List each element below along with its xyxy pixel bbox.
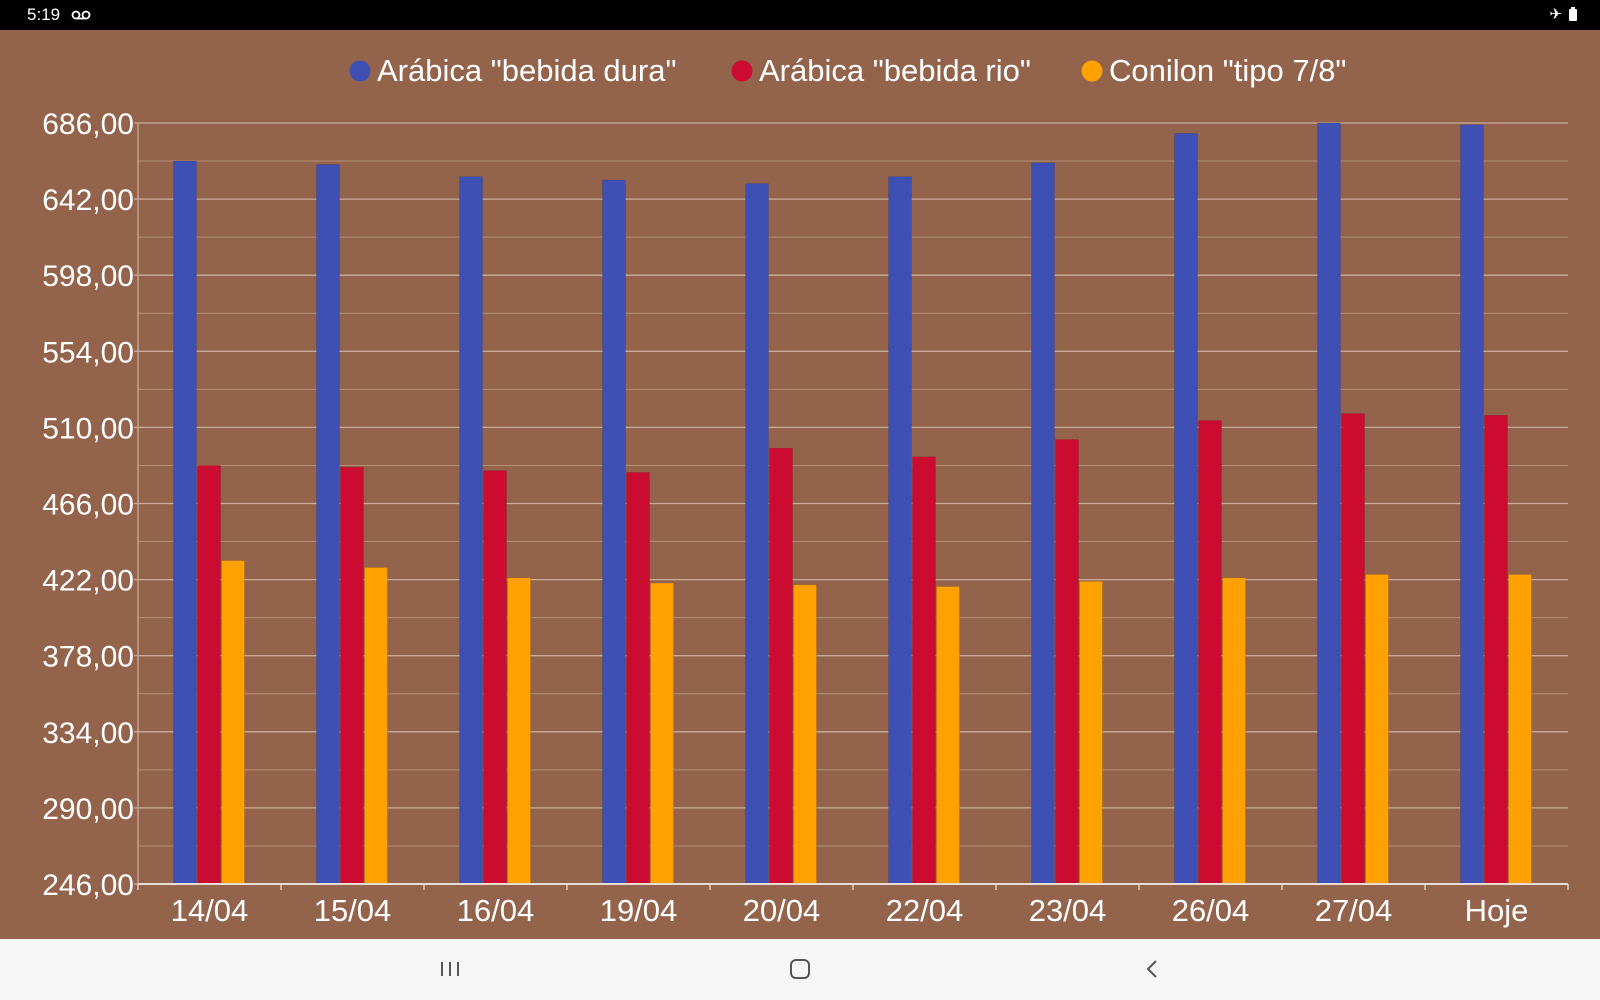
legend-marker xyxy=(731,60,753,82)
bar xyxy=(912,456,936,885)
bar xyxy=(364,567,388,885)
chart-bars xyxy=(173,122,1532,885)
y-tick-label: 642,00 xyxy=(42,184,134,217)
bar xyxy=(1484,414,1508,885)
x-tick-label: 14/04 xyxy=(171,893,249,928)
bar xyxy=(1508,574,1532,885)
recents-icon xyxy=(441,962,459,976)
x-tick-label: Hoje xyxy=(1465,893,1529,928)
airplane-icon: ✈ xyxy=(1549,6,1562,23)
y-axis: 246,00 290,00 334,00 378,00 422,00 466,00 510,… xyxy=(42,108,139,902)
recents-button[interactable] xyxy=(410,939,490,1000)
status-time: 5:19 xyxy=(27,5,61,24)
legend-label: Arábica "bebida rio" xyxy=(759,53,1031,88)
bar xyxy=(793,584,817,885)
x-tick-label: 22/04 xyxy=(886,893,964,928)
legend-item: Arábica "bebida dura" xyxy=(349,53,676,88)
y-tick-label: 378,00 xyxy=(42,641,134,674)
bar xyxy=(745,183,769,885)
x-tick-label: 23/04 xyxy=(1029,893,1107,928)
x-tick-label: 20/04 xyxy=(743,893,821,928)
bar xyxy=(626,472,650,885)
y-tick-label: 554,00 xyxy=(42,336,134,369)
legend-marker xyxy=(1081,60,1103,82)
bar xyxy=(1055,439,1079,885)
legend-item: Conilon "tipo 7/8" xyxy=(1081,53,1346,88)
bar xyxy=(1222,577,1246,885)
bar xyxy=(1198,420,1222,885)
bar xyxy=(1317,122,1341,885)
legend-label: Arábica "bebida dura" xyxy=(377,53,676,88)
bar xyxy=(483,470,507,885)
x-tick-label: 19/04 xyxy=(600,893,678,928)
y-tick-label: 290,00 xyxy=(42,793,134,826)
chart-legend: Arábica "bebida dura" Arábica "bebida rio… xyxy=(349,53,1346,88)
back-icon xyxy=(1146,960,1157,978)
back-button[interactable] xyxy=(1112,939,1192,1000)
voicemail-icon xyxy=(71,10,91,20)
y-tick-label: 686,00 xyxy=(42,108,134,141)
legend-marker xyxy=(349,60,371,82)
bar xyxy=(1460,124,1484,885)
bar xyxy=(1079,581,1103,885)
bar xyxy=(1174,133,1198,885)
bar xyxy=(650,582,674,885)
chart-area: Arábica "bebida dura" Arábica "bebida rio… xyxy=(0,30,1600,939)
status-bar: 5:19 ✈ xyxy=(0,0,1600,30)
y-tick-label: 466,00 xyxy=(42,489,134,522)
bar-chart: Arábica "bebida dura" Arábica "bebida rio… xyxy=(42,53,1569,928)
bar xyxy=(602,179,626,885)
home-button[interactable] xyxy=(760,939,840,1000)
navigation-bar xyxy=(0,939,1600,1000)
bar xyxy=(173,160,197,885)
y-tick-label: 334,00 xyxy=(42,717,134,750)
legend-item: Arábica "bebida rio" xyxy=(731,53,1031,88)
legend-label: Conilon "tipo 7/8" xyxy=(1109,53,1346,88)
bar xyxy=(221,560,245,885)
bar xyxy=(197,465,221,885)
y-tick-label: 598,00 xyxy=(42,260,134,293)
bar xyxy=(340,466,364,885)
y-tick-label: 510,00 xyxy=(42,412,134,445)
bar xyxy=(459,176,483,885)
bar xyxy=(888,176,912,885)
bar xyxy=(1365,574,1389,885)
battery-icon xyxy=(1569,7,1577,21)
x-axis: 14/04 15/04 16/04 19/04 20/04 22/04 23/04 26/04… xyxy=(137,883,1569,928)
bar xyxy=(1031,162,1055,885)
bar xyxy=(769,447,793,885)
x-tick-label: 27/04 xyxy=(1315,893,1393,928)
x-tick-label: 26/04 xyxy=(1172,893,1250,928)
bar xyxy=(316,164,340,885)
x-tick-label: 16/04 xyxy=(457,893,535,928)
bar xyxy=(507,577,531,885)
x-tick-label: 15/04 xyxy=(314,893,392,928)
bar xyxy=(1341,413,1365,885)
bar xyxy=(936,586,960,885)
y-tick-label: 422,00 xyxy=(42,565,134,598)
y-tick-label: 246,00 xyxy=(42,869,134,902)
home-icon xyxy=(790,959,810,979)
